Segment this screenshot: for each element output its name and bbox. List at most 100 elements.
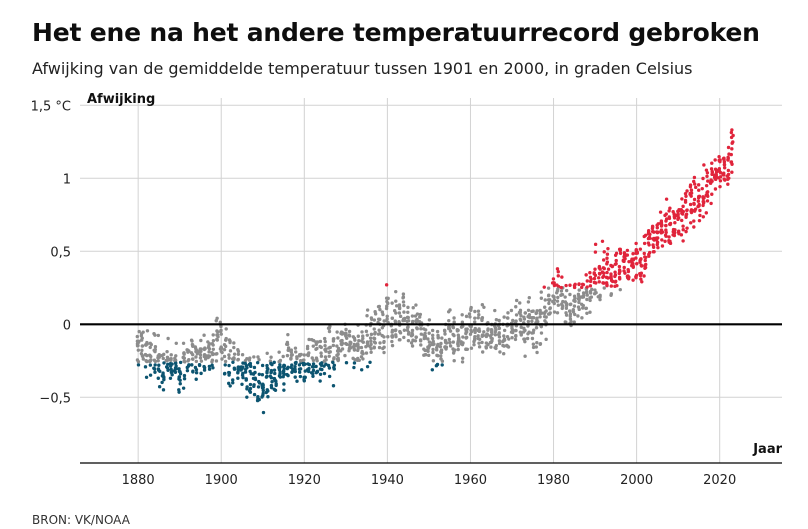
- data-point: [177, 367, 181, 371]
- data-point: [564, 288, 569, 293]
- data-point: [638, 247, 643, 251]
- data-point: [510, 336, 514, 340]
- data-point: [542, 311, 547, 316]
- data-point: [231, 381, 235, 385]
- data-point: [227, 363, 231, 368]
- x-tick-label: 1960: [454, 473, 487, 488]
- data-point: [602, 286, 606, 290]
- data-point: [319, 354, 324, 358]
- data-point: [683, 198, 688, 203]
- data-point: [718, 159, 722, 164]
- data-point: [626, 267, 630, 272]
- data-point: [365, 308, 370, 312]
- data-point: [286, 332, 290, 337]
- data-point: [360, 330, 364, 334]
- data-point: [314, 364, 318, 369]
- data-point: [397, 305, 402, 310]
- data-point: [543, 305, 547, 309]
- data-point: [552, 281, 556, 285]
- data-point: [716, 176, 721, 180]
- data-point: [630, 257, 634, 261]
- data-point: [622, 255, 626, 259]
- data-point: [704, 183, 709, 188]
- data-point: [643, 266, 647, 270]
- data-point: [352, 365, 356, 370]
- data-point: [135, 334, 140, 339]
- data-point: [148, 359, 152, 364]
- data-point: [477, 345, 482, 349]
- data-point: [390, 339, 394, 344]
- data-point: [526, 332, 530, 336]
- data-point: [631, 278, 635, 282]
- data-point: [327, 329, 332, 334]
- data-point: [409, 341, 414, 345]
- data-point: [264, 390, 268, 395]
- data-point: [153, 345, 158, 349]
- data-point: [156, 376, 160, 380]
- data-point: [397, 338, 402, 342]
- data-point: [160, 380, 164, 385]
- data-point: [228, 384, 232, 388]
- data-point: [494, 318, 499, 322]
- data-point: [191, 344, 195, 349]
- data-point: [590, 287, 594, 292]
- data-point: [655, 223, 659, 227]
- data-point: [667, 209, 671, 213]
- data-point: [531, 316, 536, 320]
- data-point: [324, 358, 328, 362]
- data-point: [618, 251, 623, 256]
- data-point: [592, 292, 597, 296]
- data-point: [286, 373, 290, 378]
- data-point: [465, 327, 469, 332]
- data-point: [215, 337, 219, 342]
- data-point: [701, 195, 705, 199]
- data-point: [531, 309, 535, 313]
- data-point: [401, 292, 406, 296]
- data-point: [526, 300, 531, 304]
- data-point: [580, 285, 584, 290]
- data-point: [600, 270, 605, 274]
- data-point: [227, 381, 231, 386]
- data-point: [311, 368, 316, 373]
- data-point: [564, 311, 568, 315]
- data-point: [207, 367, 212, 371]
- data-point: [232, 367, 237, 371]
- data-point: [477, 313, 481, 317]
- data-point: [539, 296, 544, 300]
- data-point: [211, 343, 215, 347]
- data-point: [585, 279, 589, 283]
- data-point: [489, 327, 494, 332]
- data-point: [606, 276, 610, 280]
- data-point: [431, 350, 435, 355]
- data-point: [314, 342, 318, 347]
- data-point: [563, 295, 567, 299]
- data-point: [692, 219, 696, 223]
- data-point: [438, 344, 443, 349]
- data-point: [244, 378, 248, 382]
- data-point: [722, 173, 726, 177]
- data-point: [464, 330, 469, 334]
- data-point: [293, 369, 298, 374]
- data-point: [440, 363, 444, 367]
- data-point: [181, 386, 186, 390]
- data-point: [410, 314, 415, 318]
- data-point: [556, 295, 560, 300]
- data-point: [199, 338, 203, 343]
- data-point: [639, 257, 643, 261]
- data-point: [173, 370, 178, 374]
- data-point: [730, 147, 734, 151]
- data-point: [187, 349, 191, 353]
- y-tick-label: 1,5 °C: [31, 99, 71, 114]
- data-point: [178, 372, 183, 376]
- data-point: [650, 226, 655, 231]
- data-point: [664, 223, 668, 228]
- data-point: [381, 312, 385, 317]
- data-point: [709, 167, 714, 171]
- data-point: [497, 326, 502, 330]
- data-point: [187, 363, 191, 367]
- data-point: [426, 353, 431, 358]
- data-point: [730, 128, 734, 132]
- data-point: [402, 328, 407, 332]
- data-point: [509, 308, 514, 313]
- data-point: [688, 183, 693, 187]
